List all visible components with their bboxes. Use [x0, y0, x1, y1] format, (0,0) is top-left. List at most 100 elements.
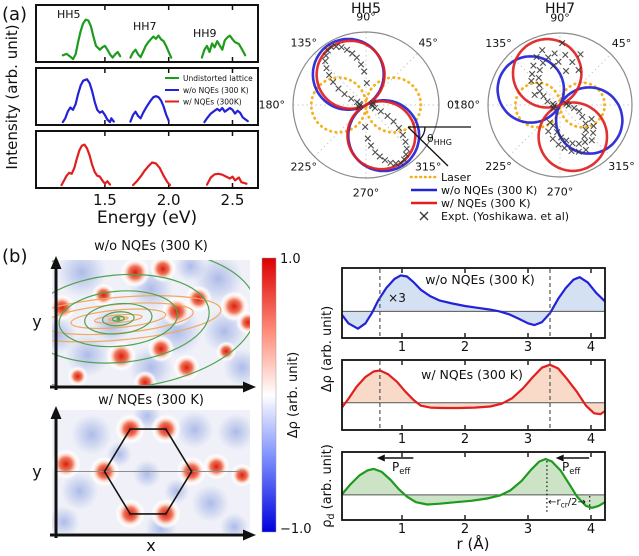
expt-x-marker: [581, 138, 589, 146]
positive-density-spot: [173, 353, 201, 382]
negative-density-patch: [70, 413, 113, 456]
polar-outer-circle: [487, 32, 633, 178]
expt-x-marker: [539, 47, 546, 54]
positive-density-spot: [236, 310, 250, 335]
trajectory-ellipses: [52, 260, 250, 385]
expt-x-marker: [329, 78, 337, 86]
spectrum-curve-blue: [61, 78, 115, 124]
spectra-plot-area: 1.5 2.0 2.5: [35, 4, 259, 209]
expt-x-marker: [355, 103, 363, 111]
polar-angle-label: 0°: [447, 99, 460, 112]
expt-x-marker: [384, 112, 391, 120]
expt-x-marker: [562, 67, 570, 75]
profile-fill: [342, 364, 605, 415]
expt-x-marker: [362, 123, 369, 131]
negative-density-patch: [52, 505, 80, 533]
spectra-x-tick-label: 2.5: [221, 191, 245, 209]
expt-x-marker: [569, 58, 576, 66]
polar-angle-label: 180°: [454, 99, 481, 112]
profile-fill: [342, 459, 605, 508]
polar-angle-label: 225°: [485, 160, 512, 173]
positive-density-spot: [119, 260, 151, 288]
expt-x-marker: [341, 90, 348, 98]
polar-gridline: [508, 53, 612, 157]
expt-x-marker: [348, 95, 355, 102]
expt-x-marker: [581, 133, 588, 140]
profile-x-tick-label: 2: [461, 340, 469, 355]
peff-arrow-left-head: [376, 454, 385, 462]
profile1-label: w/o NQEs (300 K): [425, 272, 534, 287]
positive-density-spot: [133, 370, 157, 385]
polar-lobe-orange: [514, 81, 606, 129]
profile-x-tick-label: 1: [398, 340, 406, 355]
density-maps: w/o NQEs (300 K) w/ NQEs (300 K) y y x 1…: [32, 239, 312, 555]
density-map-area-B: [52, 410, 250, 533]
polar-angle-label: 270°: [353, 187, 380, 200]
spectra-x-tick-label: 2.0: [157, 191, 181, 209]
profile-x-tick-label: 3: [524, 340, 532, 355]
legend-swatch-expt-x-marker: [419, 211, 429, 221]
expt-x-marker: [550, 122, 557, 129]
expt-x-marker: [363, 79, 370, 87]
spectrum-curve-green: [200, 34, 247, 59]
expt-x-marker: [559, 39, 566, 47]
positive-density-spot: [230, 463, 250, 488]
orange-ellipse: [70, 308, 167, 330]
negative-density-patch: [174, 260, 207, 283]
colorbar-min-label: −1.0: [280, 522, 312, 537]
harmonic-label-hh7: HH7: [133, 20, 157, 33]
expt-x-marker: [550, 104, 557, 112]
profile-curve-green: [341, 457, 606, 509]
expt-x-marker: [575, 66, 582, 74]
expt-x-marker: [403, 145, 410, 152]
expt-x-marker: [381, 157, 389, 164]
expt-x-marker: [582, 146, 590, 154]
spectra-box: [35, 130, 259, 189]
expt-x-marker: [369, 99, 377, 107]
positive-density-spot: [106, 341, 137, 372]
polar-angle-label: 45°: [612, 37, 632, 50]
expt-x-marker: [528, 77, 535, 85]
expt-x-marker: [400, 156, 408, 163]
polar-chart-hh5: HH5 0° 45° 90° 135° 180° 225° 270° 315°: [259, 1, 460, 200]
profile-x-tick-label: 2: [461, 432, 469, 447]
expt-x-marker: [568, 147, 575, 155]
panel-b-label: (b): [2, 246, 27, 267]
expt-x-marker: [577, 51, 584, 58]
legend-label-polar-wo-nqes: w/o NQEs (300 K): [441, 184, 537, 197]
polar-angle-label: 135°: [291, 36, 318, 49]
expt-x-marker: [563, 137, 570, 144]
profile-w-nqes-plot: 1 2 3 4: [341, 359, 606, 447]
expt-x-marker: [533, 53, 540, 61]
spectrum-curve-red: [205, 172, 248, 186]
expt-x-marker: [590, 122, 597, 130]
polar-angle-label: 45°: [418, 36, 438, 49]
colorbar-axis-label: Δρ (arb. unit): [286, 352, 301, 438]
expt-x-marker: [562, 51, 569, 59]
theta-hhg-annotation: θHHG: [407, 126, 471, 167]
green-ellipse: [101, 311, 135, 327]
expt-x-marker: [528, 70, 536, 78]
profile-charts: Δρ (arb. unit) ρd (arb. unit) r (Å) 1 2 3 4…: [320, 267, 606, 553]
expt-x-marker: [549, 135, 556, 142]
profiles-delta-rho-y-axis-label: Δρ (arb. unit): [320, 306, 335, 392]
profile-wo-nqes-plot: 1 2 3 4: [341, 267, 606, 355]
expt-x-marker: [364, 135, 371, 142]
expt-x-marker: [561, 144, 568, 152]
profile-box: [341, 451, 606, 521]
spectrum-curve-green: [129, 34, 173, 59]
expt-x-marker: [530, 62, 537, 69]
profile-fill: [342, 275, 605, 329]
expt-x-marker: [324, 47, 332, 54]
polar-gridline: [508, 53, 612, 157]
polar-hh7-plot-area: 0°45°90°135°180°225°270°315°: [454, 12, 635, 199]
harmonic-label-hh9: HH9: [193, 27, 217, 40]
expt-x-marker: [540, 93, 547, 100]
spectra-x-tick-label: 1.5: [93, 191, 117, 209]
peff-label-left: Peff: [392, 460, 411, 477]
density-x-axis-label: x: [146, 536, 155, 555]
expt-x-marker: [376, 153, 383, 160]
expt-x-marker: [349, 50, 356, 57]
positive-density-spot: [216, 341, 237, 362]
